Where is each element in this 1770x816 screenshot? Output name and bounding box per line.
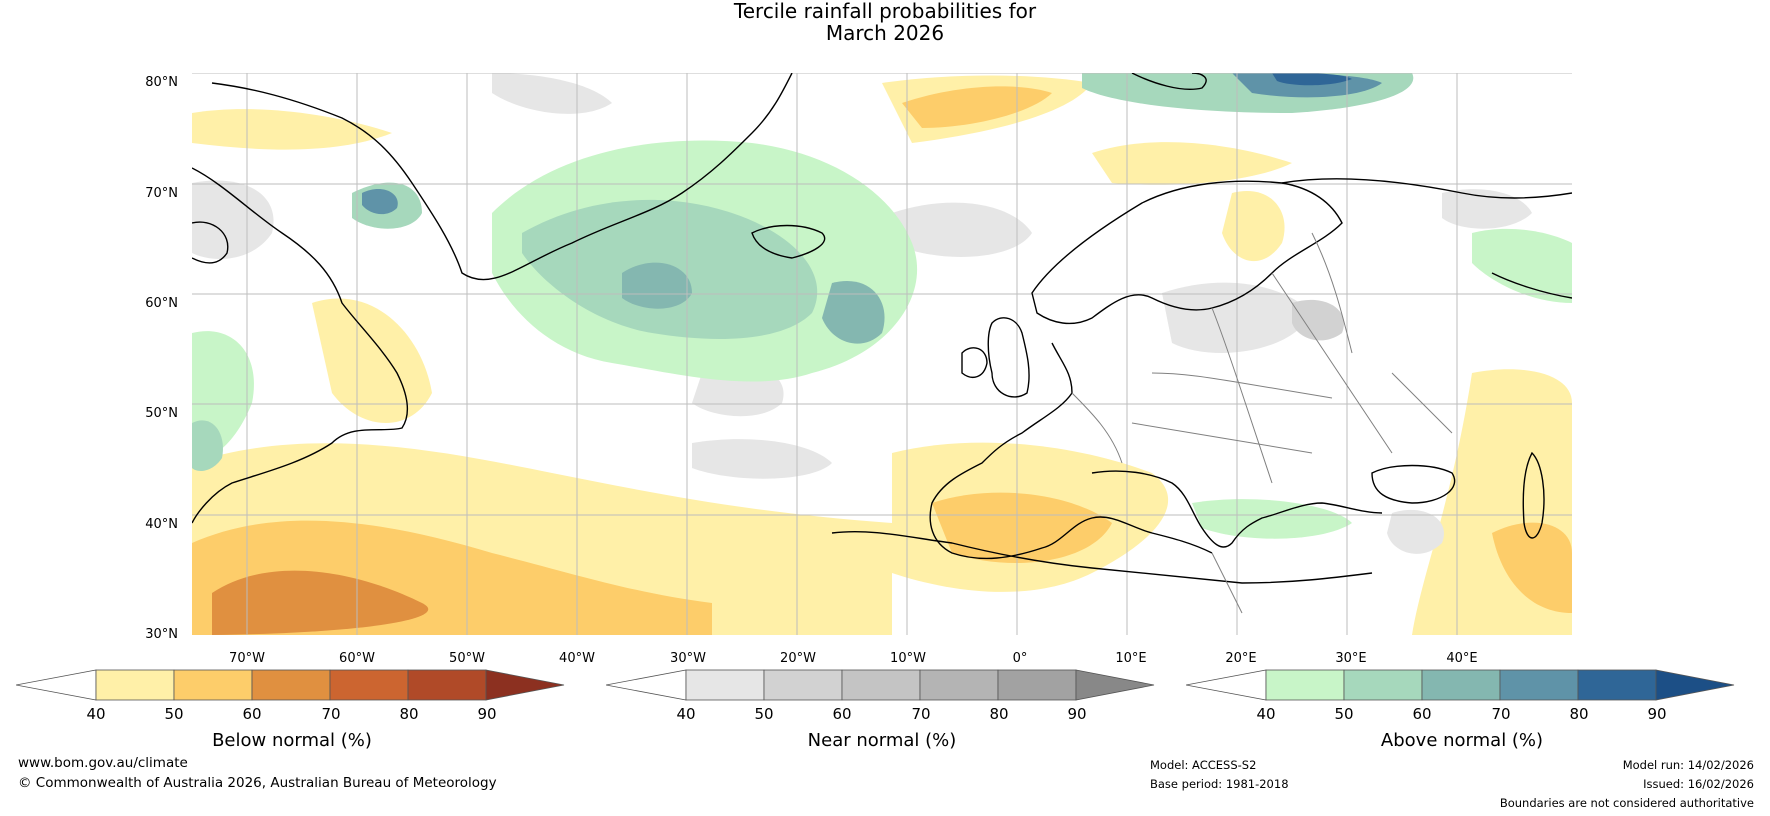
lat-label-40n: 40°N: [145, 517, 178, 532]
below-segment: [251, 669, 331, 701]
lon-label-0: 0°: [1012, 651, 1028, 666]
below-tick: 60: [242, 705, 262, 723]
graticule: [192, 73, 1572, 635]
lon-label-10w: 10°W: [890, 651, 926, 666]
map-svg: [192, 73, 1572, 635]
colorbar-above-normal: [1186, 669, 1735, 701]
colorbar-above-segments: [1186, 669, 1735, 701]
near-tick: 70: [911, 705, 931, 723]
below-tick: 80: [399, 705, 419, 723]
near-tick: 90: [1067, 705, 1087, 723]
colorbar-near-label: Near normal (%): [807, 730, 957, 751]
above-segment: [1499, 669, 1579, 701]
chart-title: Tercile rainfall probabilities for March…: [0, 0, 1770, 44]
footer-model-run: Model run: 14/02/2026: [1622, 758, 1754, 772]
below-normal-shading: [192, 75, 1572, 635]
lon-label-30w: 30°W: [670, 651, 706, 666]
lat-label-60n: 60°N: [145, 296, 178, 311]
above-extend-low: [1186, 669, 1267, 701]
footer-disclaimer: Boundaries are not considered authoritat…: [1499, 796, 1754, 810]
below-segment: [173, 669, 253, 701]
lon-label-70w: 70°W: [229, 651, 265, 666]
near-segment: [919, 669, 999, 701]
above-normal-shading: [192, 73, 1572, 539]
above-tick: 80: [1569, 705, 1589, 723]
near-tick: 60: [832, 705, 852, 723]
near-segment: [763, 669, 843, 701]
footer-copyright: © Commonwealth of Australia 2026, Austra…: [18, 775, 497, 791]
lat-label-30n: 30°N: [145, 627, 178, 642]
below-tick: 70: [321, 705, 341, 723]
lon-label-20w: 20°W: [780, 651, 816, 666]
colorbar-below-segments: [16, 669, 565, 701]
above-segment: [1265, 669, 1345, 701]
colorbar-near-segments: [606, 669, 1155, 701]
lon-label-50w: 50°W: [449, 651, 485, 666]
near-segment: [997, 669, 1077, 701]
borders: [1071, 232, 1453, 614]
above-tick: 90: [1647, 705, 1667, 723]
above-segment: [1577, 669, 1657, 701]
footer-website[interactable]: www.bom.gov.au/climate: [18, 755, 188, 771]
above-tick: 70: [1491, 705, 1511, 723]
near-segment: [841, 669, 921, 701]
footer-base-period: Base period: 1981-2018: [1150, 777, 1289, 791]
near-extend-low: [606, 669, 687, 701]
lon-label-20e: 20°E: [1225, 651, 1257, 666]
colorbar-near-normal: [606, 669, 1155, 701]
lat-label-50n: 50°N: [145, 406, 178, 421]
title-line-2: March 2026: [825, 21, 945, 45]
lon-label-40e: 40°E: [1446, 651, 1478, 666]
above-segment: [1421, 669, 1501, 701]
colorbar-above-label: Above normal (%): [1380, 730, 1544, 751]
coastlines: [192, 73, 1572, 584]
lat-label-80n: 80°N: [145, 75, 178, 90]
below-segment: [407, 669, 487, 701]
lon-label-30e: 30°E: [1335, 651, 1367, 666]
lon-label-10e: 10°E: [1115, 651, 1147, 666]
near-tick: 50: [754, 705, 774, 723]
below-segment: [95, 669, 175, 701]
below-segment: [329, 669, 409, 701]
near-segment: [685, 669, 765, 701]
near-tick: 80: [989, 705, 1009, 723]
lon-label-40w: 40°W: [559, 651, 595, 666]
below-tick: 40: [86, 705, 106, 723]
below-tick: 50: [164, 705, 184, 723]
near-normal-shading: [192, 73, 1532, 554]
below-tick: 90: [477, 705, 497, 723]
footer-model: Model: ACCESS-S2: [1150, 758, 1257, 772]
above-segment: [1343, 669, 1423, 701]
above-tick: 60: [1412, 705, 1432, 723]
forecast-map: [192, 73, 1572, 635]
below-extend-low: [16, 669, 97, 701]
above-tick: 50: [1334, 705, 1354, 723]
below-extend-high: [485, 669, 565, 701]
footer-issued: Issued: 16/02/2026: [1643, 777, 1754, 791]
near-tick: 40: [676, 705, 696, 723]
near-extend-high: [1075, 669, 1155, 701]
colorbar-below-normal: [16, 669, 565, 701]
lat-label-70n: 70°N: [145, 186, 178, 201]
above-tick: 40: [1256, 705, 1276, 723]
lon-label-60w: 60°W: [339, 651, 375, 666]
above-extend-high: [1655, 669, 1735, 701]
colorbar-below-label: Below normal (%): [212, 730, 372, 751]
title-line-1: Tercile rainfall probabilities for: [733, 0, 1037, 23]
